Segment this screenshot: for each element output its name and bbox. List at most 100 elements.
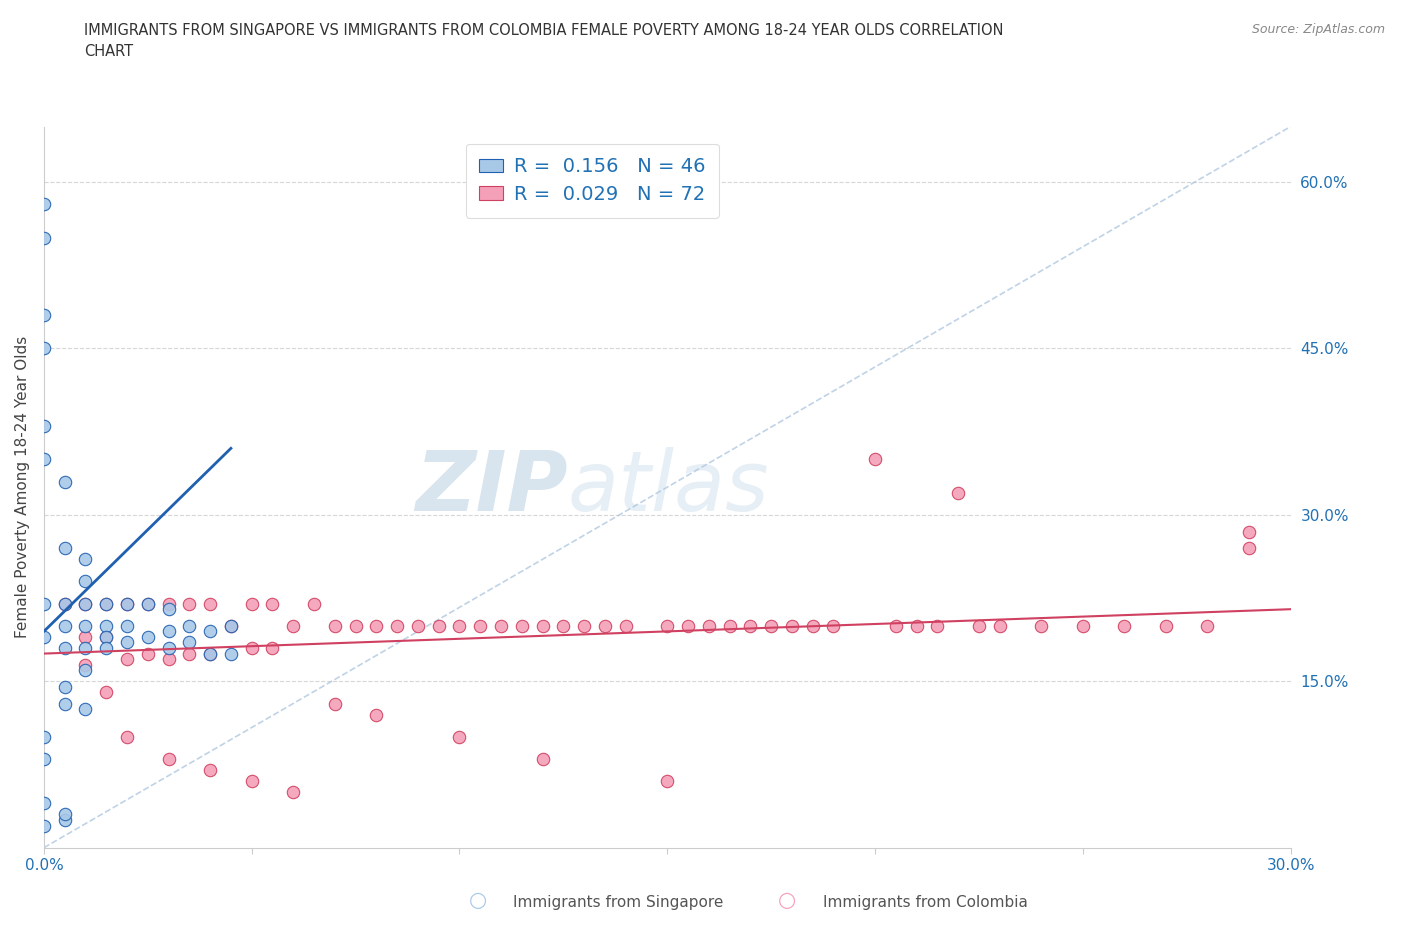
Point [531, 618, 554, 633]
Point [136, 596, 159, 611]
Point [32, 452, 55, 467]
Point [32, 751, 55, 766]
Text: Immigrants from Colombia: Immigrants from Colombia [823, 895, 1028, 910]
Point [1114, 618, 1136, 633]
Point [1237, 540, 1260, 555]
Point [323, 618, 346, 633]
Point [262, 596, 284, 611]
Point [32, 197, 55, 212]
Point [115, 729, 138, 744]
Point [179, 618, 201, 633]
Point [75, 596, 97, 611]
Point [531, 751, 554, 766]
Point [406, 618, 429, 633]
Point [572, 618, 595, 633]
Point [75, 618, 97, 633]
Point [967, 618, 990, 633]
Point [323, 696, 346, 711]
Point [157, 596, 180, 611]
Y-axis label: Female Poverty Among 18-24 Year Olds: Female Poverty Among 18-24 Year Olds [15, 336, 30, 638]
Point [863, 452, 886, 467]
Point [53, 680, 76, 695]
Point [53, 596, 76, 611]
Point [136, 646, 159, 661]
Point [219, 618, 242, 633]
Point [385, 618, 408, 633]
Point [96, 630, 118, 644]
Text: ○: ○ [779, 889, 796, 910]
Point [75, 630, 97, 644]
Point [75, 551, 97, 566]
Text: Immigrants from Singapore: Immigrants from Singapore [513, 895, 724, 910]
Point [697, 618, 720, 633]
Point [740, 618, 762, 633]
Point [157, 602, 180, 617]
Point [884, 618, 907, 633]
Point [801, 618, 824, 633]
Point [32, 729, 55, 744]
Point [780, 618, 803, 633]
Point [136, 596, 159, 611]
Point [219, 646, 242, 661]
Point [96, 641, 118, 656]
Point [32, 308, 55, 323]
Point [449, 729, 471, 744]
Point [32, 818, 55, 833]
Point [262, 641, 284, 656]
Point [470, 618, 492, 633]
Point [1154, 618, 1177, 633]
Point [198, 624, 221, 639]
Point [157, 641, 180, 656]
Point [96, 685, 118, 700]
Point [53, 813, 76, 828]
Point [157, 624, 180, 639]
Point [115, 618, 138, 633]
Point [96, 618, 118, 633]
Point [115, 635, 138, 650]
Point [198, 596, 221, 611]
Point [593, 618, 616, 633]
Text: Source: ZipAtlas.com: Source: ZipAtlas.com [1251, 23, 1385, 36]
Point [657, 618, 679, 633]
Point [53, 474, 76, 489]
Point [489, 618, 512, 633]
Point [946, 485, 969, 500]
Point [366, 707, 388, 722]
Point [32, 630, 55, 644]
Point [1237, 525, 1260, 539]
Point [136, 630, 159, 644]
Point [157, 652, 180, 667]
Point [1031, 618, 1053, 633]
Point [179, 596, 201, 611]
Point [53, 618, 76, 633]
Point [240, 596, 263, 611]
Point [905, 618, 928, 633]
Point [115, 596, 138, 611]
Text: atlas: atlas [568, 446, 769, 527]
Point [75, 596, 97, 611]
Point [449, 618, 471, 633]
Point [32, 596, 55, 611]
Point [32, 230, 55, 245]
Point [366, 618, 388, 633]
Point [427, 618, 450, 633]
Point [53, 596, 76, 611]
Point [75, 663, 97, 678]
Point [96, 630, 118, 644]
Legend: R =  0.156   N = 46, R =  0.029   N = 72: R = 0.156 N = 46, R = 0.029 N = 72 [465, 143, 720, 218]
Point [823, 618, 845, 633]
Point [718, 618, 741, 633]
Text: ○: ○ [470, 889, 486, 910]
Point [759, 618, 782, 633]
Point [1197, 618, 1219, 633]
Point [32, 418, 55, 433]
Point [283, 785, 305, 800]
Point [115, 596, 138, 611]
Point [53, 540, 76, 555]
Point [53, 696, 76, 711]
Point [927, 618, 949, 633]
Text: IMMIGRANTS FROM SINGAPORE VS IMMIGRANTS FROM COLOMBIA FEMALE POVERTY AMONG 18-24: IMMIGRANTS FROM SINGAPORE VS IMMIGRANTS … [84, 23, 1004, 60]
Point [219, 618, 242, 633]
Point [302, 596, 325, 611]
Point [115, 652, 138, 667]
